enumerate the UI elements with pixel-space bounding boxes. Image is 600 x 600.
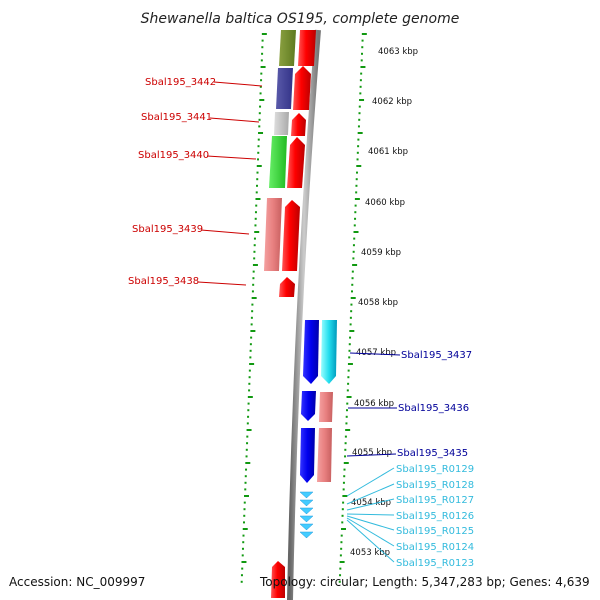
reverse-strand-genes — [299, 320, 337, 539]
kbp-label: 4056 kbp — [354, 399, 394, 409]
kbp-label: 4055 kbp — [352, 448, 392, 458]
kbp-label: 4060 kbp — [365, 198, 405, 208]
genome-backbone — [287, 29, 321, 600]
gene-labels: Sbal195_3442 Sbal195_3441 Sbal195_3440 Sbal… — [128, 77, 474, 569]
gene-arrow — [303, 320, 319, 384]
topology-summary: Topology: circular; Length: 5,347,283 bp… — [259, 575, 590, 589]
rna-arrow — [299, 523, 314, 531]
gene-arrow — [279, 277, 295, 297]
gene-block — [319, 392, 333, 422]
gene-arrow — [293, 66, 311, 110]
leader-line — [346, 519, 395, 563]
leader-line — [349, 352, 401, 356]
kbp-label: 4053 kbp — [350, 548, 390, 558]
gene-label: Sbal195_3436 — [398, 403, 469, 414]
leader-line — [346, 453, 397, 457]
gene-arrow — [300, 428, 315, 483]
gene-arrow — [291, 113, 306, 136]
rna-gene-label: Sbal195_R0128 — [396, 480, 474, 491]
kbp-label: 4059 kbp — [361, 248, 401, 258]
rna-arrow — [299, 515, 314, 523]
gene-label: Sbal195_3438 — [128, 276, 199, 287]
gene-arrow — [321, 320, 337, 384]
rna-arrow — [299, 499, 314, 507]
kbp-label: 4063 kbp — [378, 47, 418, 57]
gene-arrow — [301, 391, 316, 421]
map-title: Shewanella baltica OS195, complete genom… — [141, 11, 460, 27]
leader-line — [346, 517, 395, 547]
kbp-scale-labels: 4063 kbp 4062 kbp 4061 kbp 4060 kbp 4059 kbp… — [350, 47, 418, 558]
rna-arrow — [299, 491, 314, 499]
gene-label: Sbal195_3437 — [401, 350, 472, 361]
leader-line — [346, 498, 395, 511]
gene-arrow — [287, 137, 305, 188]
rna-gene-label: Sbal195_R0129 — [396, 464, 474, 475]
gene-block — [274, 112, 289, 135]
forward-strand-genes — [264, 30, 316, 598]
gene-block — [264, 198, 282, 271]
gene-arrow — [282, 200, 300, 271]
gene-block — [298, 30, 316, 66]
gene-label: Sbal195_3439 — [132, 224, 203, 235]
leader-line — [213, 81, 263, 87]
kbp-label: 4062 kbp — [372, 97, 412, 107]
kbp-label: 4058 kbp — [358, 298, 398, 308]
leader-line — [200, 229, 250, 235]
leader-line — [209, 117, 260, 123]
leader-line — [206, 155, 257, 160]
leader-line — [346, 513, 395, 516]
scale-ticks — [240, 33, 367, 583]
kbp-label: 4054 kbp — [351, 498, 391, 508]
gene-block — [269, 136, 287, 188]
rna-arrow — [299, 507, 314, 515]
leader-line — [197, 281, 247, 286]
rna-arrow — [299, 531, 314, 539]
rna-gene-label: Sbal195_R0127 — [396, 495, 474, 506]
gene-block — [276, 68, 293, 109]
gene-block — [317, 428, 332, 482]
leader-line — [346, 467, 395, 497]
gene-label: Sbal195_3441 — [141, 112, 212, 123]
rna-gene-label: Sbal195_R0126 — [396, 511, 474, 522]
leader-line — [346, 483, 395, 505]
rna-gene-label: Sbal195_R0124 — [396, 542, 474, 553]
gene-block — [279, 30, 296, 66]
kbp-label: 4061 kbp — [368, 147, 408, 157]
gene-label: Sbal195_3442 — [145, 77, 216, 88]
gene-arrow — [271, 561, 285, 598]
rna-gene-label: Sbal195_R0123 — [396, 558, 474, 569]
rna-gene-label: Sbal195_R0125 — [396, 526, 474, 537]
gene-label: Sbal195_3440 — [138, 150, 209, 161]
leader-line — [346, 515, 395, 531]
kbp-label: 4057 kbp — [356, 348, 396, 358]
rna-gene-arrows — [299, 491, 314, 539]
accession-text: Accession: NC_009997 — [9, 575, 145, 589]
gene-label: Sbal195_3435 — [397, 448, 468, 459]
